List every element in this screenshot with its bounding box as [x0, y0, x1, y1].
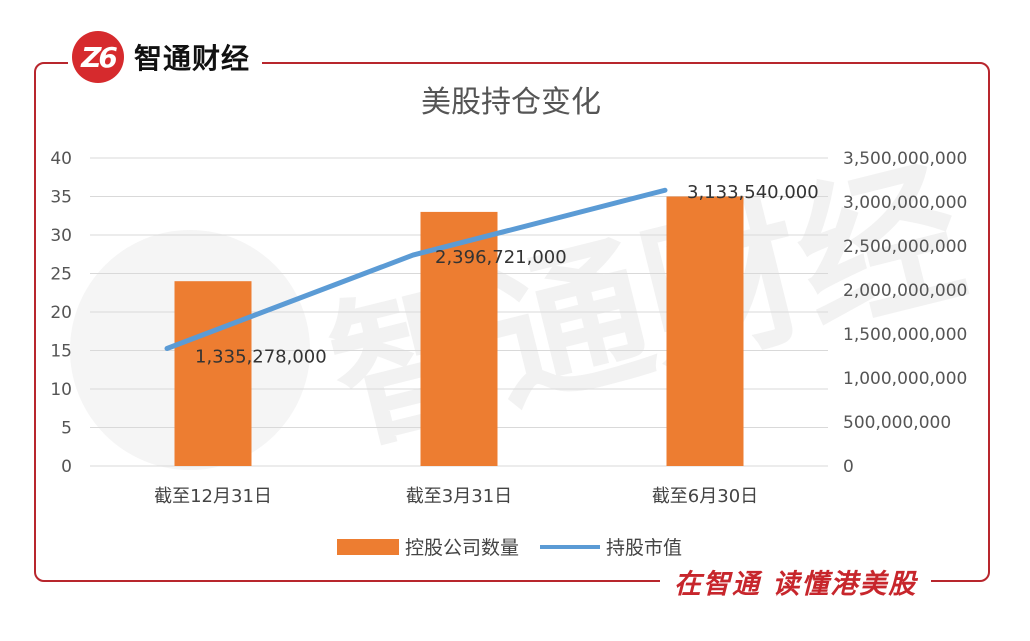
legend-label-bar: 控股公司数量 — [405, 537, 519, 559]
y-left-tick-label: 10 — [50, 380, 72, 400]
y-left-tick-label: 30 — [50, 226, 72, 246]
y-right-tick-label: 2,500,000,000 — [843, 237, 967, 257]
y-right-tick-label: 3,500,000,000 — [843, 149, 967, 169]
y-left-tick-label: 15 — [50, 342, 72, 362]
x-tick-label: 截至12月31日 — [154, 486, 272, 507]
y-left-tick-label: 0 — [61, 457, 72, 477]
x-tick-label: 截至3月31日 — [406, 486, 512, 507]
brand-logo: Z6 智通财经 — [68, 30, 263, 84]
data-label: 1,335,278,000 — [195, 346, 327, 367]
legend-swatch-bar — [337, 539, 399, 555]
data-label: 2,396,721,000 — [435, 247, 567, 268]
chart-title: 美股持仓变化 — [421, 85, 601, 120]
logo-mark-icon: Z6 — [72, 31, 124, 83]
y-right-tick-label: 1,000,000,000 — [843, 369, 967, 389]
x-tick-label: 截至6月30日 — [652, 486, 758, 507]
bar — [174, 281, 252, 466]
y-left-tick-label: 25 — [50, 265, 72, 285]
data-label: 3,133,540,000 — [687, 182, 819, 203]
bar — [666, 196, 744, 466]
logo-name: 智通财经 — [134, 42, 251, 75]
legend-label-line: 持股市值 — [606, 537, 682, 559]
y-right-tick-label: 3,000,000,000 — [843, 193, 967, 213]
line-series — [164, 187, 668, 351]
series-line — [164, 187, 668, 351]
y-left-tick-label: 35 — [50, 188, 72, 208]
legend: 控股公司数量 持股市值 — [337, 537, 682, 559]
bar — [420, 211, 498, 466]
y-right-tick-label: 0 — [843, 457, 854, 477]
y-right-tick-label: 1,500,000,000 — [843, 325, 967, 345]
data-labels: 1,335,278,000 2,396,721,000 3,133,540,000 — [195, 182, 819, 367]
chart-frame — [34, 62, 990, 582]
bar-series — [174, 196, 744, 466]
y-left-tick-label: 5 — [61, 419, 72, 439]
y-left-tick-label: 40 — [50, 149, 72, 169]
axes: 0 5 10 15 20 25 30 35 40 0 500,000,000 1,000,000,00… — [50, 149, 967, 507]
slogan: 在智通 读懂港美股 — [660, 562, 932, 601]
y-right-tick-label: 500,000,000 — [843, 413, 951, 433]
y-left-tick-label: 20 — [50, 303, 72, 323]
y-right-tick-label: 2,000,000,000 — [843, 281, 967, 301]
